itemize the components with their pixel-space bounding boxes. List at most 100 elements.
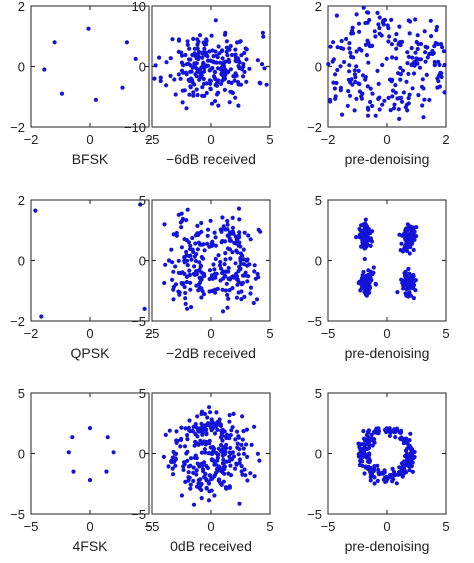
data-point [403,228,408,233]
data-point [214,451,219,456]
data-point [188,482,193,487]
x-tick-label: −2 [24,132,39,147]
data-point [406,96,411,101]
data-point [201,76,206,82]
subplot: −2 0 2 −2 0 2 QPSK [10,193,152,361]
data-point [172,451,177,456]
y-tick-label: 5 [139,386,146,401]
data-point [71,469,76,474]
data-point [241,451,247,456]
data-point [416,57,421,62]
x-tick-label: −5 [321,519,336,534]
data-point [231,231,236,236]
subplot-label: 4FSK [72,538,108,554]
data-point [173,92,178,97]
data-point [200,85,205,90]
y-tick-label: 0 [139,254,146,269]
data-point [213,18,218,23]
data-point [226,276,231,281]
data-point [402,274,408,279]
subplot-label: pre-denoising [345,151,430,167]
data-point [334,80,339,86]
data-point [33,208,38,213]
data-point [347,63,352,68]
data-point [105,435,110,440]
data-point [210,288,215,294]
data-point [237,230,242,235]
data-point [209,101,215,106]
data-point [377,15,382,20]
data-point [399,241,404,246]
data-point [174,233,179,238]
data-point [194,61,199,66]
data-point [368,99,373,105]
data-point [347,69,352,74]
data-point [375,463,380,468]
data-point [335,45,340,50]
data-point [195,42,200,47]
data-point [368,478,373,483]
data-point [162,222,167,227]
data-point [395,96,400,101]
data-point [173,456,178,461]
data-point [181,464,186,469]
data-point [247,66,252,71]
data-point [347,41,352,46]
data-point [211,262,216,267]
data-point [198,280,203,285]
data-point [370,473,375,478]
data-point [213,256,218,262]
data-point [219,240,224,245]
data-point [174,429,179,434]
data-point [425,55,430,60]
x-tick-label: 2 [145,326,152,341]
data-point [185,42,190,47]
data-point [199,496,204,501]
subplot: −5 0 5 −5 0 5 pre-denoising [307,193,449,361]
x-tick-label: −5 [145,326,160,341]
data-point [184,106,189,111]
data-point [192,46,197,51]
data-point [411,296,416,301]
data-point [380,102,385,107]
data-point [208,218,213,223]
data-point [215,286,220,291]
data-point [442,90,447,95]
data-point [365,441,370,447]
data-point [404,102,409,107]
data-point [188,486,193,491]
data-point [357,279,362,284]
data-point [397,465,402,470]
data-point [226,80,231,85]
data-point [333,72,338,77]
data-point [221,224,226,229]
data-point [394,46,399,51]
data-point [167,428,172,433]
data-point [427,97,432,103]
data-point [366,60,371,65]
data-point [240,414,245,419]
data-point [356,21,362,26]
data-point [237,447,242,452]
data-point [370,91,375,96]
data-point [194,472,199,477]
data-point [246,233,251,238]
data-point [248,291,253,296]
data-point [226,57,231,62]
data-point [391,106,397,111]
data-point [164,83,169,88]
data-point [252,474,257,479]
data-point [376,470,381,475]
data-point [227,485,232,490]
data-point [415,61,420,66]
data-point [413,50,418,55]
data-point [249,442,254,447]
data-point [227,100,232,105]
data-point [203,442,208,447]
data-point [153,63,158,68]
data-point [200,93,205,98]
data-point [184,249,189,255]
data-point [124,40,129,45]
data-point [331,40,336,45]
data-point [183,290,188,296]
